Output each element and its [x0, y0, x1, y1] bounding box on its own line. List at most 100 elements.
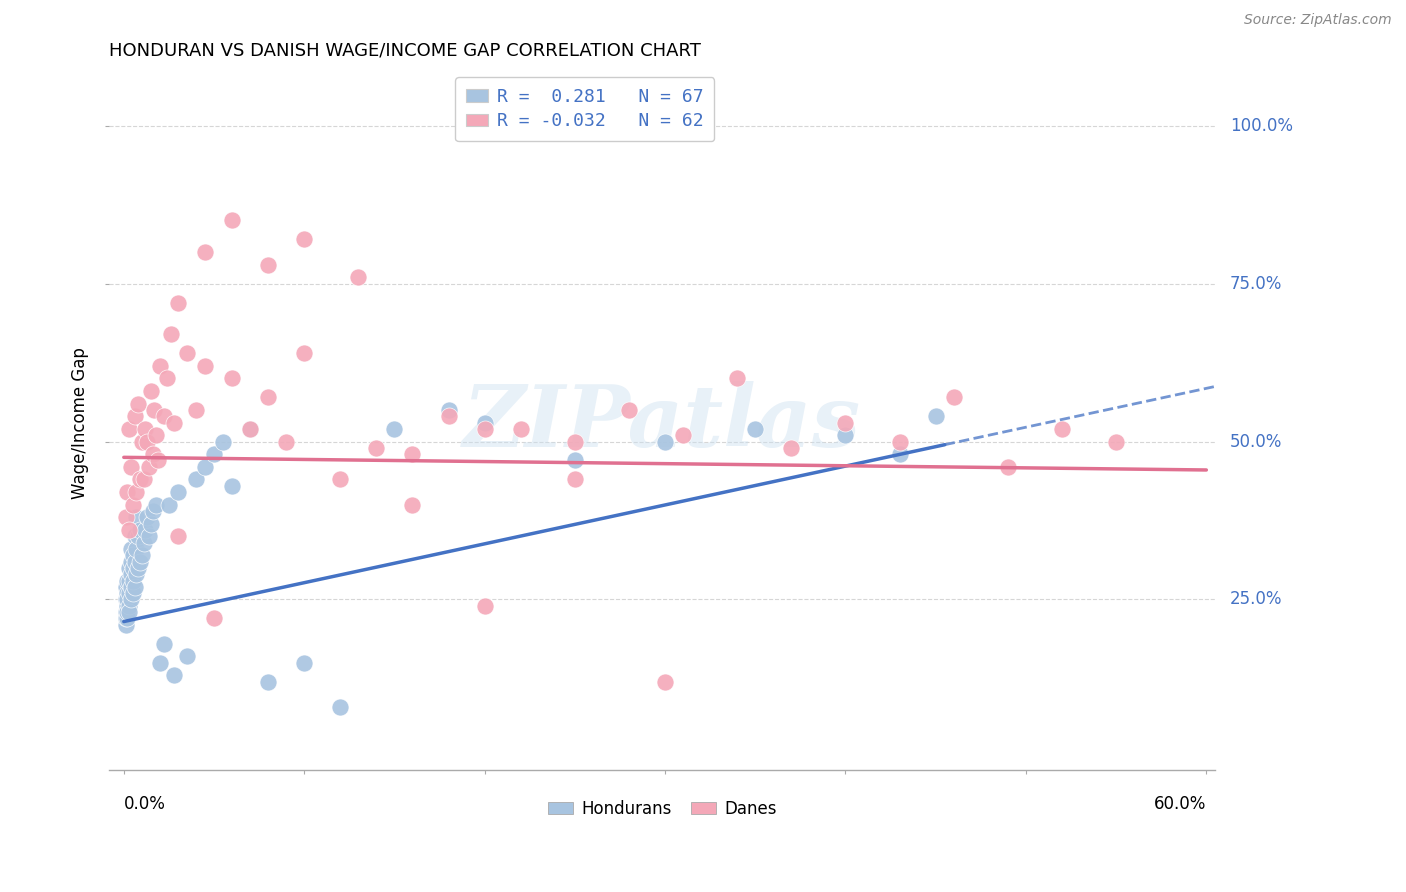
Point	[156, 371, 179, 385]
Point	[997, 459, 1019, 474]
Point	[146, 453, 169, 467]
Text: 60.0%: 60.0%	[1154, 796, 1206, 814]
Point	[124, 529, 146, 543]
Point	[121, 574, 143, 588]
Point	[221, 479, 243, 493]
Point	[124, 580, 146, 594]
Point	[152, 637, 174, 651]
Point	[672, 428, 695, 442]
Y-axis label: Wage/Income Gap: Wage/Income Gap	[72, 347, 89, 499]
Point	[212, 434, 235, 449]
Point	[118, 561, 141, 575]
Point	[163, 668, 186, 682]
Point	[145, 498, 167, 512]
Point	[114, 617, 136, 632]
Point	[167, 485, 190, 500]
Point	[114, 611, 136, 625]
Point	[114, 605, 136, 619]
Point	[120, 541, 142, 556]
Point	[202, 447, 225, 461]
Point	[124, 409, 146, 424]
Point	[194, 245, 217, 260]
Point	[276, 434, 298, 449]
Point	[384, 422, 406, 436]
Point	[120, 567, 142, 582]
Point	[437, 409, 460, 424]
Point	[925, 409, 948, 424]
Text: 50.0%: 50.0%	[1230, 433, 1282, 450]
Point	[474, 422, 496, 436]
Point	[1050, 422, 1073, 436]
Point	[121, 498, 143, 512]
Point	[121, 548, 143, 562]
Point	[176, 649, 198, 664]
Point	[257, 674, 280, 689]
Point	[114, 510, 136, 524]
Point	[834, 428, 856, 442]
Point	[117, 611, 139, 625]
Point	[129, 472, 152, 486]
Point	[125, 485, 148, 500]
Point	[564, 434, 586, 449]
Point	[129, 523, 152, 537]
Point	[139, 384, 162, 398]
Point	[163, 416, 186, 430]
Point	[117, 574, 139, 588]
Legend: Hondurans, Danes: Hondurans, Danes	[541, 793, 783, 824]
Point	[257, 258, 280, 272]
Point	[127, 529, 149, 543]
Point	[509, 422, 531, 436]
Point	[474, 416, 496, 430]
Point	[131, 434, 153, 449]
Point	[118, 422, 141, 436]
Point	[834, 416, 856, 430]
Point	[117, 599, 139, 613]
Point	[159, 327, 181, 342]
Point	[942, 390, 965, 404]
Point	[221, 371, 243, 385]
Point	[118, 605, 141, 619]
Point	[121, 561, 143, 575]
Point	[654, 434, 676, 449]
Point	[139, 516, 162, 531]
Point	[117, 586, 139, 600]
Point	[142, 447, 165, 461]
Point	[184, 472, 207, 486]
Point	[239, 422, 262, 436]
Point	[118, 523, 141, 537]
Point	[145, 428, 167, 442]
Point	[257, 390, 280, 404]
Point	[138, 459, 160, 474]
Point	[142, 504, 165, 518]
Point	[117, 605, 139, 619]
Text: ZIPatlas: ZIPatlas	[464, 381, 862, 465]
Point	[136, 510, 159, 524]
Text: 75.0%: 75.0%	[1230, 275, 1282, 293]
Point	[118, 586, 141, 600]
Point	[347, 270, 370, 285]
Point	[124, 555, 146, 569]
Point	[127, 561, 149, 575]
Point	[136, 434, 159, 449]
Point	[114, 592, 136, 607]
Point	[474, 599, 496, 613]
Point	[125, 510, 148, 524]
Text: HONDURAN VS DANISH WAGE/INCOME GAP CORRELATION CHART: HONDURAN VS DANISH WAGE/INCOME GAP CORRE…	[110, 42, 702, 60]
Point	[143, 403, 166, 417]
Point	[125, 567, 148, 582]
Point	[132, 472, 155, 486]
Point	[401, 447, 423, 461]
Point	[194, 359, 217, 373]
Text: 0.0%: 0.0%	[124, 796, 166, 814]
Point	[564, 453, 586, 467]
Point	[292, 232, 315, 246]
Point	[329, 472, 352, 486]
Point	[167, 529, 190, 543]
Point	[194, 459, 217, 474]
Point	[138, 529, 160, 543]
Point	[120, 592, 142, 607]
Point	[118, 599, 141, 613]
Point	[744, 422, 766, 436]
Point	[134, 523, 156, 537]
Point	[117, 592, 139, 607]
